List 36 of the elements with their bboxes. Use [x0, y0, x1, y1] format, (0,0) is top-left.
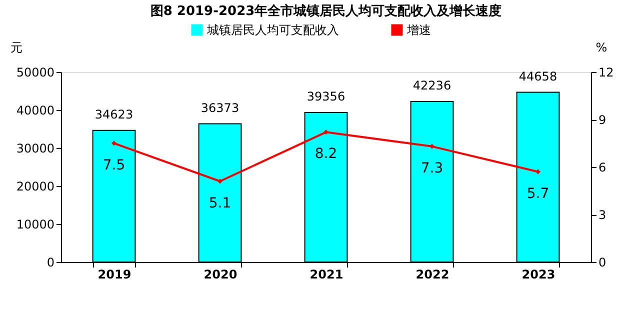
legend-label: 增速	[406, 23, 431, 37]
data-label: 7.5	[102, 157, 126, 174]
y-tick-label: 0	[46, 256, 54, 270]
y-tick-label: 10000	[16, 218, 54, 232]
x-tick-label: 2022	[416, 268, 450, 282]
data-label: 36373	[200, 100, 240, 115]
chart-title: 图8 2019-2023年全市城镇居民人均可支配收入及增长速度	[150, 3, 502, 19]
y2-tick-label: 9	[598, 113, 606, 127]
data-label: 34623	[94, 107, 134, 122]
point	[112, 140, 116, 146]
data-label: 7.3	[420, 160, 444, 176]
data-label: 42236	[412, 78, 452, 93]
y2-tick-label: 0	[598, 256, 606, 270]
y-tick-label: 30000	[16, 142, 54, 156]
y2-axis-title: %	[596, 40, 608, 54]
legend-label: 城镇居民人均可支配收入	[206, 23, 339, 37]
data-label: 5.7	[526, 186, 550, 202]
data-label: 44658	[518, 69, 558, 84]
x-tick-label: 2023	[522, 268, 556, 282]
y2-tick-label: 6	[598, 160, 606, 174]
point	[430, 144, 434, 149]
point	[218, 178, 222, 184]
y-tick-label: 40000	[16, 104, 54, 118]
x-tick-label: 2020	[204, 268, 238, 282]
data-label: 8.2	[314, 146, 338, 162]
y-tick-label: 20000	[16, 180, 54, 194]
y2-tick-label: 3	[598, 208, 606, 222]
y-axis-title: 元	[10, 40, 22, 54]
data-label: 39356	[306, 89, 346, 104]
x-tick-label: 2021	[310, 268, 344, 282]
point	[536, 169, 540, 174]
data-label: 5.1	[208, 195, 232, 212]
x-tick-label: 2019	[98, 268, 132, 282]
y-tick-label: 50000	[16, 66, 54, 80]
y2-tick-label: 12	[598, 66, 614, 80]
point	[324, 130, 328, 135]
